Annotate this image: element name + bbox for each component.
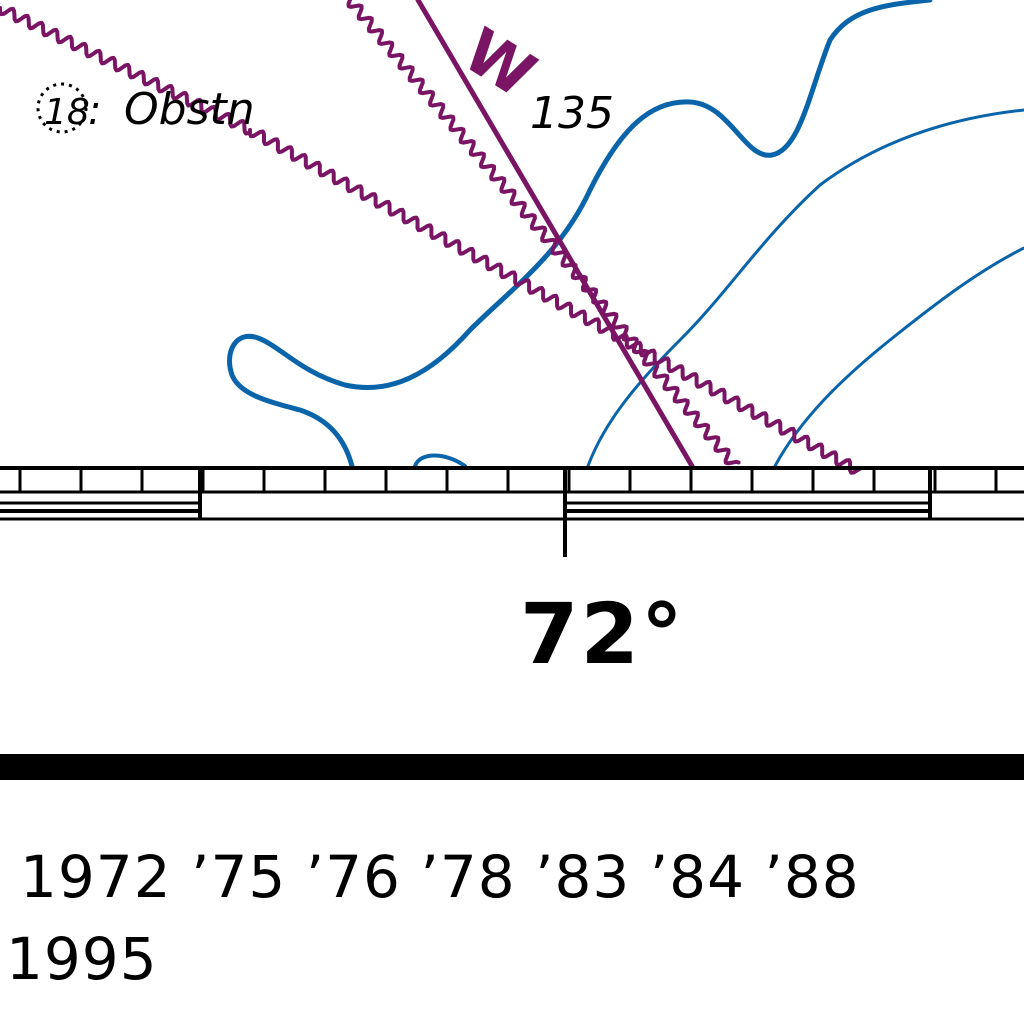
edition-years-line1: 1972 ’75 ’76 ’78 ’83 ’84 ’88 bbox=[20, 843, 860, 911]
edition-years-line2: 1995 bbox=[6, 925, 158, 993]
contour-line-right bbox=[773, 246, 1024, 468]
divider-bar bbox=[0, 754, 1024, 780]
meridian-label: 72° bbox=[520, 585, 685, 683]
obstruction-sounding: 18 bbox=[44, 92, 90, 133]
depth-sounding: 135 bbox=[530, 88, 614, 139]
contour-line-mid bbox=[586, 108, 1024, 468]
obstruction-symbol: 18 bbox=[36, 82, 90, 134]
traffic-lane-line bbox=[415, 0, 695, 469]
contour-line-small bbox=[413, 453, 467, 468]
chart-border-scale bbox=[0, 466, 1024, 557]
depth-contours bbox=[227, 0, 1024, 469]
danger-limit-lower bbox=[248, 128, 863, 475]
obstruction-label: Obstn bbox=[124, 84, 255, 135]
minute-ticks bbox=[18, 468, 998, 492]
danger-limit-upper bbox=[346, 0, 741, 466]
danger-limit-left bbox=[0, 6, 251, 136]
traffic-lane bbox=[0, 0, 863, 475]
obstruction-colon: : bbox=[88, 88, 101, 134]
contour-line-main bbox=[227, 0, 933, 469]
